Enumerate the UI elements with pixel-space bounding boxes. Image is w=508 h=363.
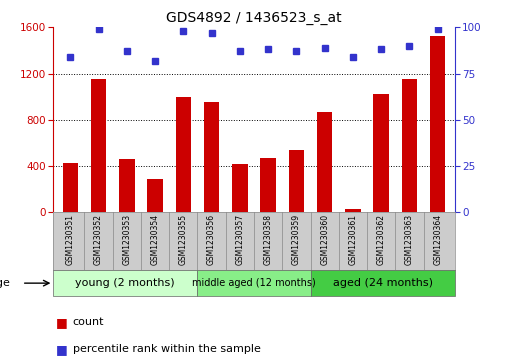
Text: ■: ■	[56, 343, 68, 356]
Text: GSM1230357: GSM1230357	[235, 214, 244, 265]
Bar	[91, 79, 106, 212]
Bar	[261, 158, 276, 212]
Text: GSM1230364: GSM1230364	[433, 214, 442, 265]
Text: GSM1230361: GSM1230361	[348, 214, 358, 265]
Text: GSM1230356: GSM1230356	[207, 214, 216, 265]
Text: GSM1230355: GSM1230355	[179, 214, 188, 265]
Bar	[430, 36, 446, 212]
Text: GSM1230351: GSM1230351	[66, 214, 75, 265]
Bar	[289, 150, 304, 212]
Text: GSM1230354: GSM1230354	[150, 214, 160, 265]
Text: aged (24 months): aged (24 months)	[333, 278, 433, 288]
Bar	[373, 94, 389, 212]
Bar	[62, 163, 78, 212]
Text: GSM1230360: GSM1230360	[320, 214, 329, 265]
Text: GSM1230362: GSM1230362	[376, 214, 386, 265]
Text: GSM1230358: GSM1230358	[264, 214, 273, 265]
Bar	[197, 270, 311, 296]
Bar	[176, 97, 191, 212]
Bar	[402, 79, 417, 212]
Bar	[345, 209, 361, 212]
Text: age: age	[0, 278, 10, 288]
Bar	[232, 164, 247, 212]
Bar	[119, 159, 135, 212]
Bar	[317, 112, 332, 212]
Text: GSM1230363: GSM1230363	[405, 214, 414, 265]
Text: ■: ■	[56, 316, 68, 329]
Bar	[204, 102, 219, 212]
Text: count: count	[73, 317, 104, 327]
Text: GDS4892 / 1436523_s_at: GDS4892 / 1436523_s_at	[166, 11, 342, 25]
Text: middle aged (12 months): middle aged (12 months)	[192, 278, 316, 288]
Bar	[53, 270, 197, 296]
Bar	[147, 179, 163, 212]
Text: GSM1230359: GSM1230359	[292, 214, 301, 265]
Text: percentile rank within the sample: percentile rank within the sample	[73, 344, 261, 354]
Text: GSM1230352: GSM1230352	[94, 214, 103, 265]
Text: GSM1230353: GSM1230353	[122, 214, 132, 265]
Text: young (2 months): young (2 months)	[75, 278, 175, 288]
Bar	[311, 270, 455, 296]
